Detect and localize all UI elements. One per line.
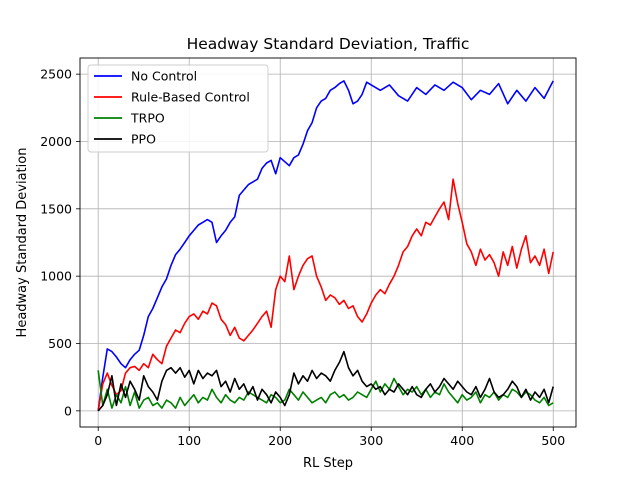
plot-frame: [79, 57, 577, 428]
series-line-rule-based-control: [97, 178, 554, 411]
x-tick-label: 0: [94, 433, 102, 448]
series-line-no-control: [97, 80, 554, 411]
y-tick-label: 0: [64, 403, 72, 418]
legend-label: PPO: [131, 132, 156, 147]
y-tick-label: 500: [48, 336, 72, 351]
x-tick-label: 100: [177, 433, 201, 448]
grid: [80, 58, 576, 427]
chart-title: Headway Standard Deviation, Traffic: [187, 35, 470, 53]
legend-box: [87, 64, 269, 153]
legend-label: No Control: [131, 69, 197, 84]
x-tick-label: 500: [541, 433, 565, 448]
y-tick-label: 2500: [40, 67, 72, 82]
legend-label: TRPO: [130, 111, 165, 126]
x-tick-label: 200: [268, 433, 292, 448]
legend: No Control Rule-Based Control TRPO PPO: [87, 64, 269, 153]
x-tick-label: 300: [359, 433, 383, 448]
legend-label: Rule-Based Control: [131, 90, 250, 105]
y-tick-label: 1000: [40, 269, 72, 284]
x-tick-label: 400: [450, 433, 474, 448]
y-tick-label: 1500: [40, 201, 72, 216]
series-line-ppo: [97, 350, 554, 412]
series-layer: [97, 80, 554, 412]
series-line-trpo: [97, 370, 554, 409]
y-tick-label: 2000: [40, 134, 72, 149]
y-axis-label: Headway Standard Deviation: [15, 148, 30, 338]
ticks: 0 100 200 300 400 500 0 500 1000 1500 2000 2500: [40, 67, 565, 448]
x-axis-label: RL Step: [303, 456, 353, 471]
